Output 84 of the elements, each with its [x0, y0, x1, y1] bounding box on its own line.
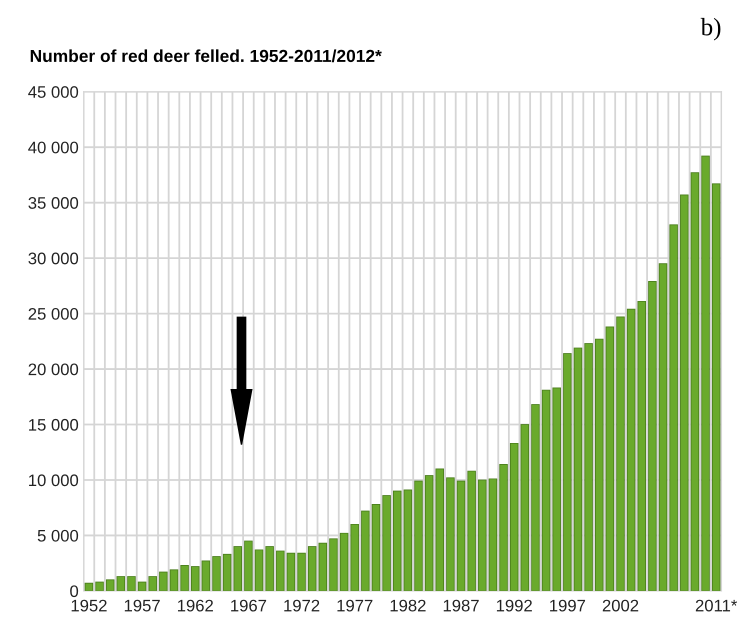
x-tick-label: 1972 [284, 600, 320, 612]
bar [404, 490, 412, 591]
bar [138, 582, 146, 591]
x-tick-label: 1992 [496, 600, 532, 612]
bar [542, 390, 550, 591]
bar [180, 564, 189, 591]
bar [202, 560, 210, 591]
bar [265, 546, 274, 591]
bar [690, 172, 700, 591]
bar [446, 477, 455, 591]
bar [574, 348, 582, 591]
y-tick-label: 40 000 [28, 142, 78, 154]
x-tick-label: 1952 [72, 600, 107, 612]
bar [563, 353, 572, 591]
chart-title: Number of red deer felled. 1952-2011/2012* [30, 49, 382, 62]
bar [191, 566, 200, 591]
bar [499, 464, 508, 591]
x-tick-label: 1967 [231, 600, 266, 612]
bar [648, 281, 657, 591]
bar [467, 470, 476, 591]
y-tick-label: 5 000 [38, 530, 78, 542]
x-tick-label: 1957 [124, 600, 160, 612]
bar [318, 542, 328, 591]
bar [584, 343, 593, 591]
bar [478, 480, 487, 591]
bar [658, 263, 668, 591]
y-tick-label: 45 000 [28, 86, 78, 98]
bar [95, 582, 104, 591]
x-tick-label: 2011* [696, 600, 738, 612]
bar [552, 388, 561, 591]
x-tick-label: 2002 [602, 600, 638, 612]
x-tick-label: 1977 [337, 600, 372, 612]
bar [297, 552, 306, 591]
x-tick-label: 1982 [390, 600, 426, 612]
bar [148, 576, 157, 591]
bar [116, 576, 126, 591]
y-tick-label: 30 000 [28, 252, 78, 264]
bar [222, 554, 232, 591]
x-tick-label: 1962 [178, 600, 213, 612]
y-tick-label: 0 [70, 585, 78, 598]
bar [669, 224, 678, 591]
y-tick-label: 10 000 [29, 474, 78, 486]
bar [234, 546, 242, 591]
bar [382, 495, 391, 591]
bar [286, 552, 296, 591]
bar [350, 524, 359, 591]
bar [712, 183, 720, 591]
bar [106, 579, 114, 591]
y-tick-label: 35 000 [28, 197, 78, 209]
y-tick-label: 20 000 [28, 363, 78, 376]
bar [606, 326, 614, 591]
bar [680, 194, 689, 591]
bar [520, 424, 530, 591]
bar [424, 475, 434, 591]
bar [488, 478, 498, 591]
bar [84, 582, 94, 591]
bar [626, 308, 636, 591]
bar [254, 549, 264, 591]
bar [159, 572, 168, 591]
bar [170, 569, 178, 591]
x-tick-label: 1997 [550, 600, 586, 612]
bar [436, 468, 444, 591]
bar [414, 480, 423, 591]
bar [594, 338, 604, 591]
bar [392, 490, 402, 591]
bar [276, 550, 285, 591]
y-tick-label: 25 000 [28, 308, 78, 320]
bar [361, 510, 370, 591]
x-tick-label: 1987 [444, 600, 479, 612]
bar [616, 316, 625, 591]
bar [531, 404, 540, 591]
bar [127, 576, 136, 591]
bar [372, 504, 380, 591]
bar [510, 442, 518, 591]
bar [329, 538, 338, 591]
bar [456, 480, 466, 591]
bar [244, 540, 253, 591]
bar [340, 532, 348, 591]
bar [308, 546, 316, 591]
bar [212, 556, 221, 591]
bar [638, 300, 646, 591]
text: b) [700, 18, 720, 41]
y-tick-label: 15 000 [29, 418, 78, 431]
bar [701, 156, 710, 591]
